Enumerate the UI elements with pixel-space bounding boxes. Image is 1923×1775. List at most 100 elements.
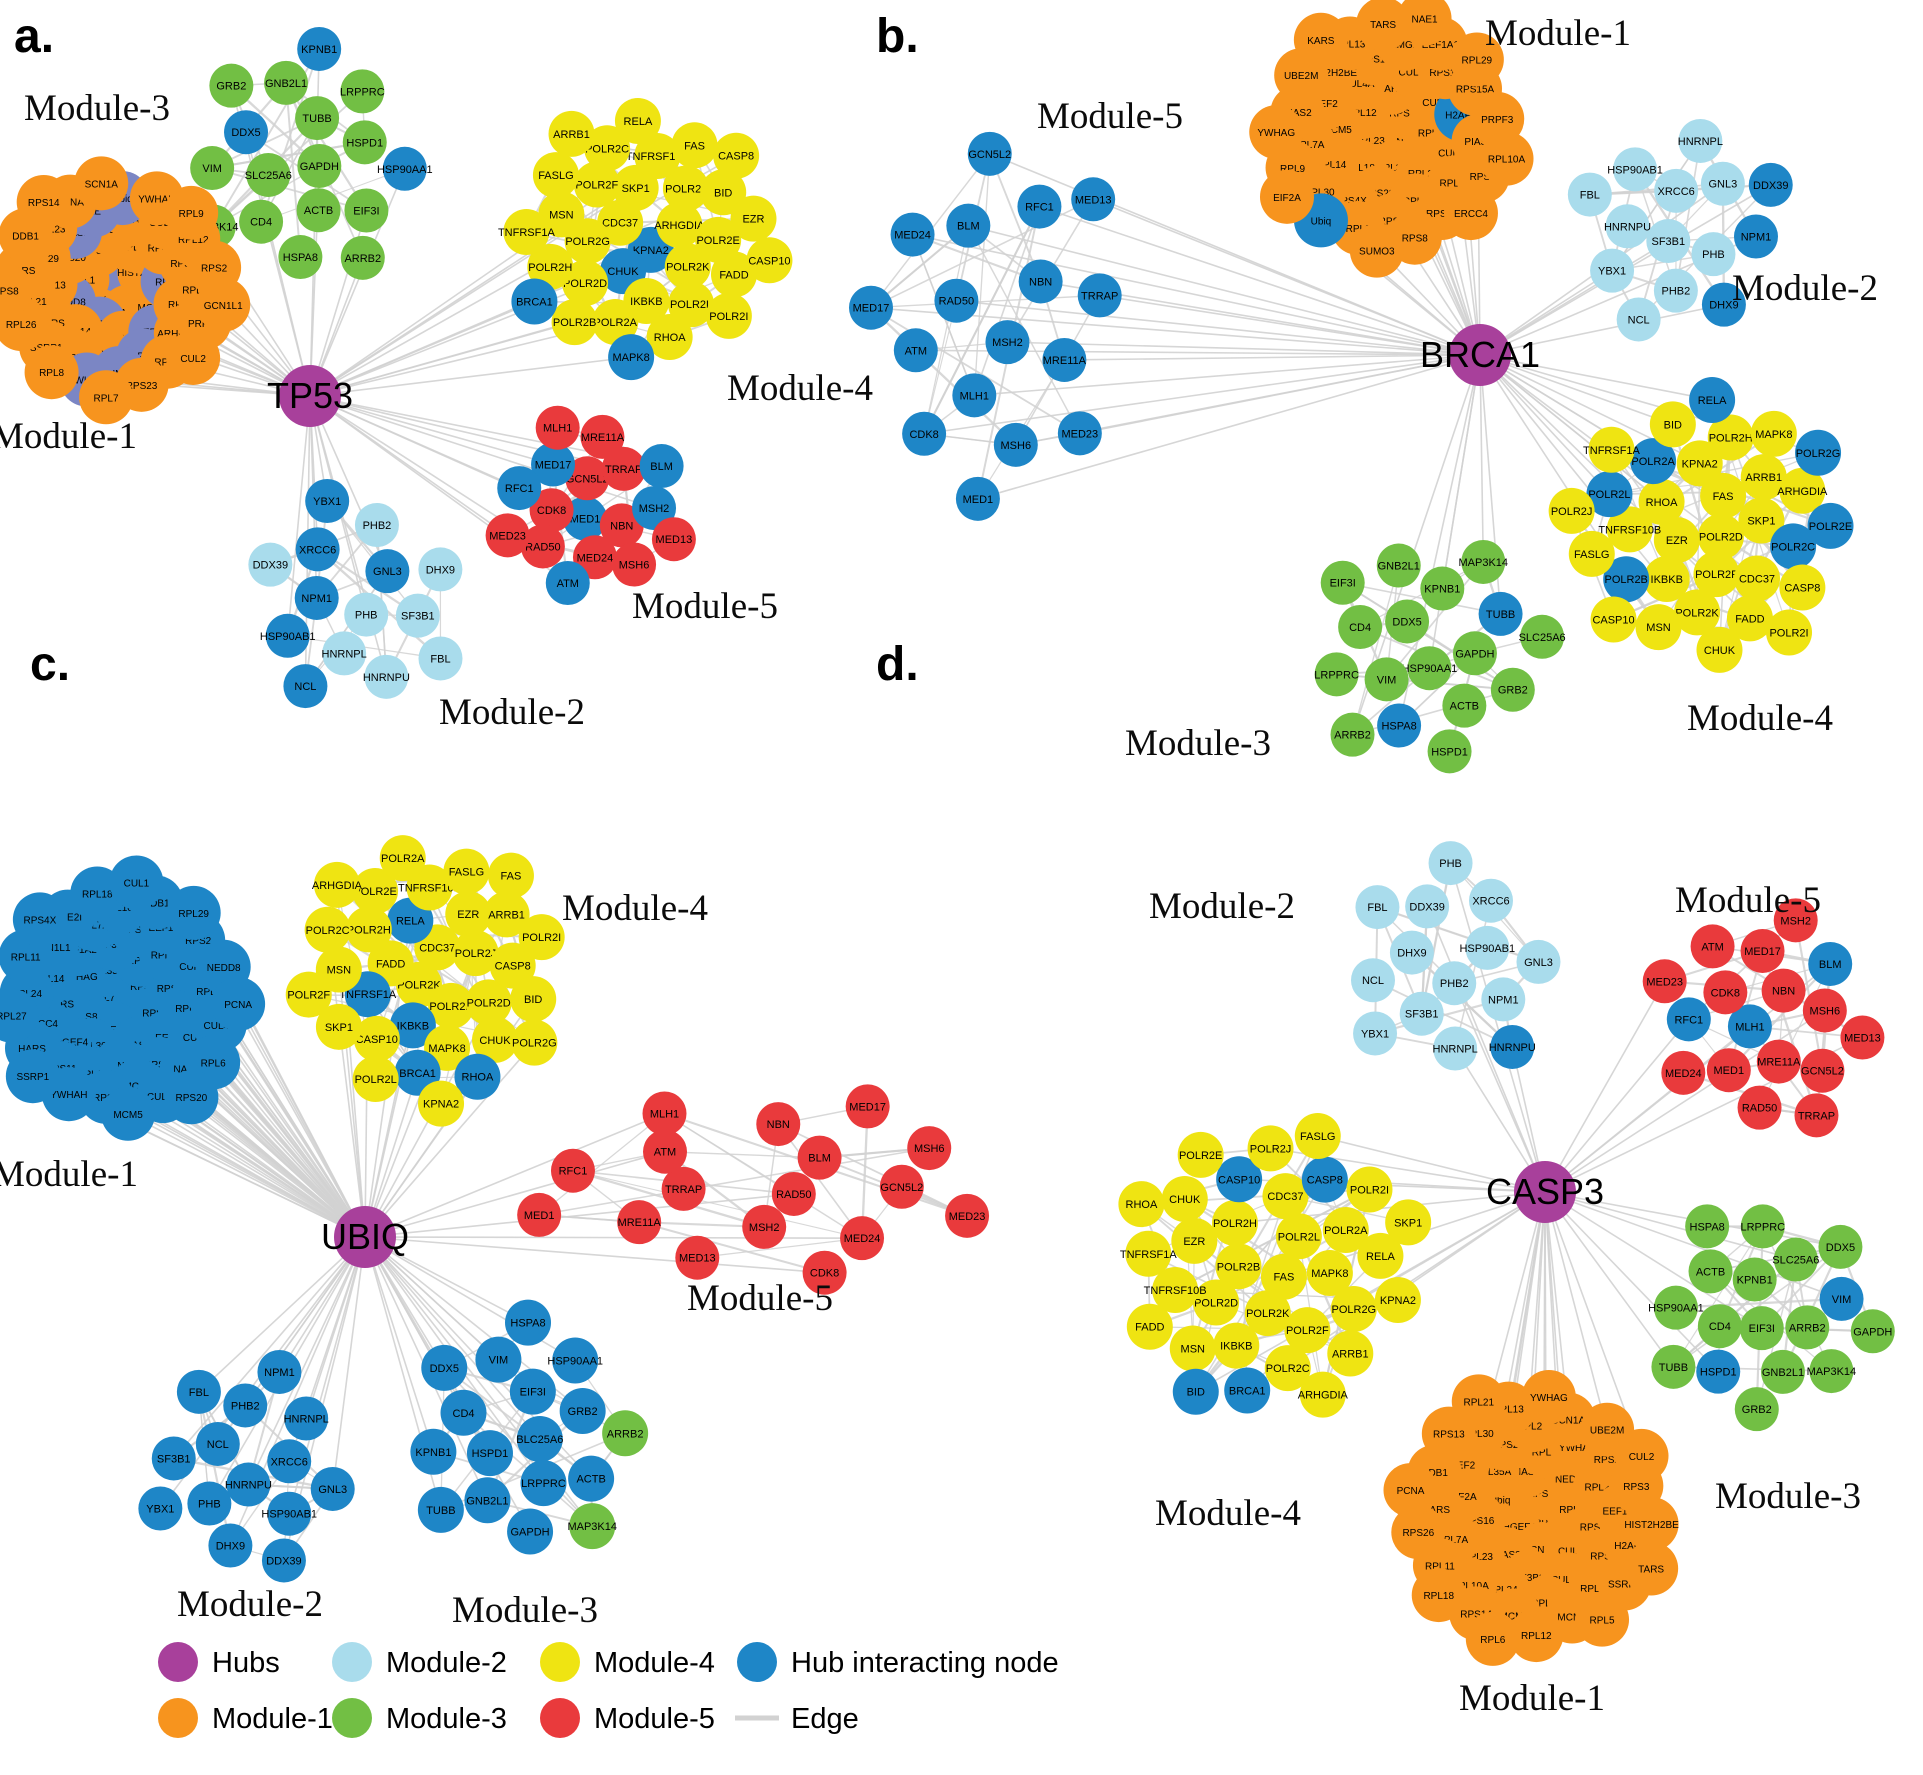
node-circle-XRCC6[interactable] xyxy=(295,527,340,572)
node-POLR2E[interactable]: POLR2E xyxy=(1177,1131,1224,1178)
node-circle-CDK8[interactable] xyxy=(902,411,947,456)
node-MED17[interactable]: MED17 xyxy=(531,442,576,487)
node-SF3B1[interactable]: SF3B1 xyxy=(395,593,440,638)
node-circle-BLM[interactable] xyxy=(946,203,991,248)
node-RPL5[interactable]: RPL5 xyxy=(1575,1592,1630,1647)
node-circle-KARS[interactable] xyxy=(1293,12,1348,67)
node-NBN[interactable]: NBN xyxy=(1761,968,1806,1013)
node-RPL10A[interactable]: RPL10A xyxy=(1479,131,1534,186)
node-LRPPRC[interactable]: LRPPRC xyxy=(1314,652,1359,697)
node-POLR2F[interactable]: POLR2F xyxy=(1693,551,1740,598)
node-circle-MSH6[interactable] xyxy=(612,542,657,587)
node-circle-RPL7[interactable] xyxy=(79,370,134,425)
node-POLR2B[interactable]: POLR2B xyxy=(1603,556,1650,603)
node-HSPA8[interactable]: HSPA8 xyxy=(505,1299,552,1346)
node-circle-FASLG[interactable] xyxy=(1568,530,1615,577)
node-FASLG[interactable]: FASLG xyxy=(443,848,490,895)
node-POLR2E[interactable]: POLR2E xyxy=(695,216,742,263)
node-circle-XRCC6[interactable] xyxy=(1654,168,1699,213)
node-EIF3I[interactable]: EIF3I xyxy=(1320,560,1365,605)
node-circle-POLR2C[interactable] xyxy=(1770,523,1817,570)
node-KPNB1[interactable]: KPNB1 xyxy=(297,26,342,71)
node-circle-CASP10[interactable] xyxy=(1590,596,1637,643)
node-ATM[interactable]: ATM xyxy=(1690,924,1735,969)
hub-BRCA1[interactable]: BRCA1 xyxy=(1420,324,1540,386)
node-circle-VIM[interactable] xyxy=(1364,657,1409,702)
node-BID[interactable]: BID xyxy=(1649,401,1696,448)
node-circle-POLR2A[interactable] xyxy=(1630,438,1677,485)
node-circle-PHB[interactable] xyxy=(1691,232,1736,277)
node-GCN5L2[interactable]: GCN5L2 xyxy=(1800,1048,1845,1093)
node-circle-YBX1[interactable] xyxy=(1590,248,1635,293)
node-POLR2F[interactable]: POLR2F xyxy=(1284,1307,1331,1354)
node-circle-MED23[interactable] xyxy=(485,513,530,558)
node-VIM[interactable]: VIM xyxy=(475,1336,522,1383)
node-SKP1[interactable]: SKP1 xyxy=(1738,497,1785,544)
node-CASP8[interactable]: CASP8 xyxy=(1301,1156,1348,1203)
node-CASP10[interactable]: CASP10 xyxy=(746,237,793,284)
node-CUL2[interactable]: CUL2 xyxy=(166,330,221,385)
node-KPNB1[interactable]: KPNB1 xyxy=(1732,1257,1777,1302)
node-MED17[interactable]: MED17 xyxy=(845,1084,890,1129)
node-circle-DDX39[interactable] xyxy=(1405,884,1450,929)
node-GCN1L1[interactable]: GCN1L1 xyxy=(196,277,251,332)
node-circle-VIM[interactable] xyxy=(190,146,235,191)
node-circle-RFC1[interactable] xyxy=(1017,184,1062,229)
node-circle-NPM1[interactable] xyxy=(294,575,339,620)
node-NPM1[interactable]: NPM1 xyxy=(1733,214,1778,259)
node-circle-POLR2C[interactable] xyxy=(584,125,631,172)
hub-UBIQ[interactable]: UBIQ xyxy=(321,1206,409,1268)
node-circle-MCM5[interactable] xyxy=(101,1086,156,1141)
node-circle-EZR[interactable] xyxy=(1171,1217,1218,1264)
node-MSH2[interactable]: MSH2 xyxy=(1773,898,1818,943)
node-circle-CDC37[interactable] xyxy=(1734,555,1781,602)
node-circle-GRB2[interactable] xyxy=(1490,667,1535,712)
node-circle-MED1[interactable] xyxy=(563,496,608,541)
node-circle-HNRNPU[interactable] xyxy=(226,1462,271,1507)
node-MED23[interactable]: MED23 xyxy=(485,513,530,558)
hub-circle-BRCA1[interactable] xyxy=(1449,324,1511,386)
node-MRE11A[interactable]: MRE11A xyxy=(1756,1039,1801,1084)
node-POLR2K[interactable]: POLR2K xyxy=(1244,1290,1291,1337)
node-PHB[interactable]: PHB xyxy=(344,592,389,637)
node-TARS[interactable]: TARS xyxy=(1624,1541,1679,1596)
node-GNB2L1[interactable]: GNB2L1 xyxy=(464,1477,511,1524)
node-TNFRSF10B[interactable]: TNFRSF10B xyxy=(626,132,689,179)
node-RFC1[interactable]: RFC1 xyxy=(550,1148,595,1193)
node-circle-CASP10[interactable] xyxy=(353,1015,400,1062)
node-circle-EIF3I[interactable] xyxy=(1320,560,1365,605)
node-FADD[interactable]: FADD xyxy=(1126,1303,1173,1350)
node-circle-IKBKB[interactable] xyxy=(1213,1322,1260,1369)
node-HSPA8[interactable]: HSPA8 xyxy=(1377,703,1422,748)
node-circle-CASP8[interactable] xyxy=(489,942,536,989)
node-CD4[interactable]: CD4 xyxy=(1338,605,1383,650)
node-RPL6[interactable]: RPL6 xyxy=(1465,1611,1520,1666)
node-circle-FAS[interactable] xyxy=(487,852,534,899)
node-PHB2[interactable]: PHB2 xyxy=(223,1383,268,1428)
node-circle-TNFRSF1A[interactable] xyxy=(1588,426,1635,473)
node-ARRB2[interactable]: ARRB2 xyxy=(1330,712,1375,757)
node-circle-BRCA1[interactable] xyxy=(1224,1367,1271,1414)
node-CDK8[interactable]: CDK8 xyxy=(802,1250,847,1295)
node-MSH6[interactable]: MSH6 xyxy=(907,1126,952,1171)
node-circle-SKP1[interactable] xyxy=(1385,1199,1432,1246)
node-CASP10[interactable]: CASP10 xyxy=(353,1015,400,1062)
node-FADD[interactable]: FADD xyxy=(710,251,757,298)
node-PHB[interactable]: PHB xyxy=(1428,841,1473,886)
node-circle-KPNA2[interactable] xyxy=(1676,440,1723,487)
node-GCN5L2[interactable]: GCN5L2 xyxy=(565,456,610,501)
node-circle-POLR2B[interactable] xyxy=(428,982,475,1029)
node-POLR2C[interactable]: POLR2C xyxy=(1770,523,1817,570)
node-circle-RPS26[interactable] xyxy=(1391,1505,1446,1560)
node-RELA[interactable]: RELA xyxy=(1689,376,1736,423)
node-circle-EZR[interactable] xyxy=(1653,517,1700,564)
node-POLR2G[interactable]: POLR2G xyxy=(1330,1286,1377,1333)
node-RELA[interactable]: RELA xyxy=(614,97,661,144)
node-MED1[interactable]: MED1 xyxy=(955,476,1000,521)
node-SF3B1[interactable]: SF3B1 xyxy=(1399,991,1444,1036)
node-SCN1A[interactable]: SCN1A xyxy=(74,156,129,211)
node-CASP8[interactable]: CASP8 xyxy=(1779,564,1826,611)
node-circle-MED1[interactable] xyxy=(517,1192,562,1237)
node-LRPPRC[interactable]: LRPPRC xyxy=(340,69,385,114)
node-circle-RPL27[interactable] xyxy=(0,988,39,1043)
